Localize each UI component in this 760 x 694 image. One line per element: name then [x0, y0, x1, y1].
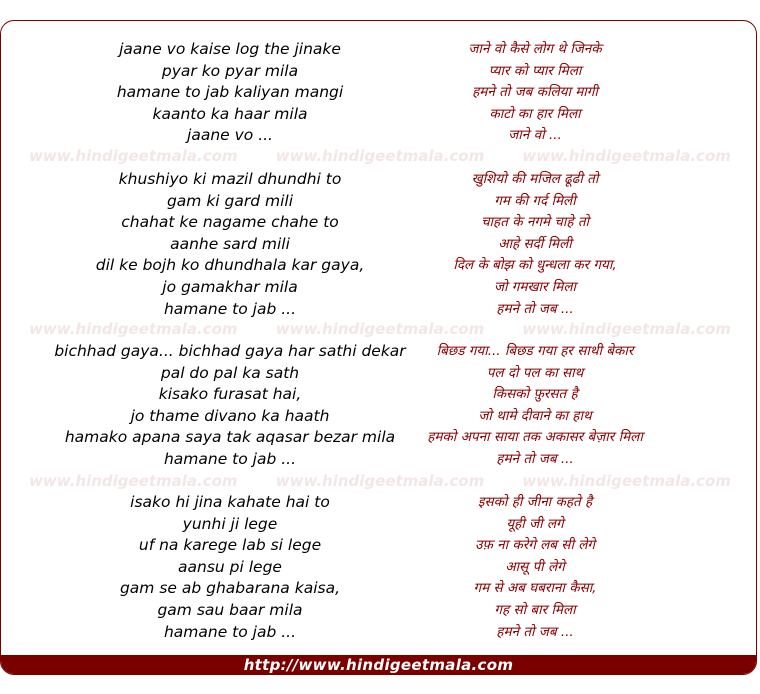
stanza-3-hindi: बिछड गया... बिछड गया हर साथी बेकार पल दो … [385, 341, 685, 471]
lyric-line-roman: hamane to jab ... [163, 622, 297, 641]
lyric-line-roman: khushiyo ki mazil dhundhi to [118, 170, 342, 188]
watermark: www.hindigeetmala.com [29, 320, 238, 338]
lyric-line-hindi: उफ़ ना करेगे लब सी लेगे [475, 537, 595, 554]
lyric-line-hindi: जाने वो कैसे लोग थे जिनके [468, 41, 602, 57]
watermark: www.hindigeetmala.com [29, 472, 238, 490]
watermark: www.hindigeetmala.com [522, 472, 731, 490]
lyric-line-roman: kaanto ka haar mila [152, 104, 308, 123]
lyric-line-roman: gam sau baar mila [157, 600, 303, 619]
lyric-line-hindi: खुशियो की मजिल ढूढी तो [471, 171, 599, 187]
stanza-3-roman: bichhad gaya... bichhad gaya har sathi d… [40, 341, 420, 471]
lyric-line-hindi: जो थामे दीवाने का हाथ [478, 407, 592, 424]
watermark: www.hindigeetmala.com [275, 147, 485, 165]
lyric-line-roman: pal do pal ka sath [160, 363, 300, 382]
watermark-row: www.hindigeetmala.com www.hindigeetmala.c… [0, 320, 760, 338]
stanza-1-hindi: जाने वो कैसे लोग थे जिनके प्यार को प्यार … [385, 39, 685, 147]
lyric-line-roman: uf na karege lab si lege [138, 536, 322, 555]
lyric-line-hindi: चाहत के नगमे चाहे तो [480, 214, 590, 231]
lyric-line-roman: jo thame divano ka haath [130, 406, 330, 425]
lyric-line-roman: aanhe sard mili [170, 234, 290, 253]
lyric-line-hindi: काटो का हार मिला [489, 105, 581, 122]
lyric-line-roman: gam ki gard mili [166, 191, 294, 210]
lyric-line-hindi: जाने वो ... [508, 127, 562, 144]
lyric-line-hindi: यूही जी लगे [506, 515, 564, 532]
lyric-line-roman: hamane to jab ... [163, 299, 297, 318]
lyric-line-roman: jaane vo ... [187, 126, 273, 145]
watermark-row: www.hindigeetmala.com www.hindigeetmala.c… [0, 472, 760, 490]
lyric-line-hindi: प्यार को प्यार मिला [488, 62, 582, 79]
lyric-line-hindi: गम से अब घबराना कैसा, [473, 580, 597, 597]
lyric-line-hindi: जो गमखार मिला [493, 278, 577, 295]
lyric-line-roman: hamane to jab ... [163, 449, 297, 468]
lyric-line-roman: isako hi jina kahate hai to [130, 493, 330, 511]
lyric-line-roman: gam se ab ghabarana kaisa, [119, 579, 341, 598]
lyric-line-roman: hamako apana saya tak aqasar bezar mila [64, 428, 396, 447]
watermark: www.hindigeetmala.com [275, 472, 485, 490]
lyric-line-roman: jo gamakhar mila [162, 277, 298, 296]
lyric-line-hindi: गह सो बार मिला [494, 601, 576, 618]
lyric-line-hindi: आहे सर्दी मिली [498, 235, 572, 252]
lyric-line-roman: hamane to jab kaliyan mangi [116, 83, 344, 102]
stanza-1-roman: jaane vo kaise log the jinake pyar ko pya… [40, 39, 420, 147]
lyric-line-hindi: हमको अपना साया तक अकासर बेज़ार मिला [427, 429, 643, 446]
lyric-line-roman: pyar ko pyar mila [161, 61, 299, 80]
watermark-row: www.hindigeetmala.com www.hindigeetmala.c… [0, 147, 760, 165]
lyric-line-hindi: आसू पी लेगे [505, 558, 565, 575]
footer-bar: http://www.hindigeetmala.com [1, 655, 756, 674]
lyric-line-roman: dil ke bojh ko dhundhala kar gaya, [95, 256, 365, 275]
watermark: www.hindigeetmala.com [29, 147, 238, 165]
lyric-line-hindi: हमने तो जब ... [496, 623, 574, 640]
lyric-line-hindi: गम की गर्द मिली [494, 192, 576, 209]
lyric-line-hindi: हमने तो जब ... [496, 300, 574, 317]
stanza-2-roman: khushiyo ki mazil dhundhi to gam ki gard … [40, 169, 420, 320]
lyric-line-roman: kisako furasat hai, [158, 385, 302, 404]
lyric-line-hindi: हमने तो जब कलिया मागी [472, 84, 598, 101]
lyric-line-roman: aansu pi lege [178, 557, 282, 576]
lyrics-frame: http://www.hindigeetmala.com [0, 20, 757, 675]
lyric-line-hindi: किसको फ़ुरसत है [492, 386, 578, 403]
lyric-line-hindi: दिल के बोझ को धुन्धला कर गया, [453, 257, 617, 274]
lyric-line-roman: yunhi ji lege [182, 514, 278, 533]
watermark: www.hindigeetmala.com [275, 320, 485, 338]
stanza-2-hindi: खुशियो की मजिल ढूढी तो गम की गर्द मिली चाह… [385, 169, 685, 320]
watermark: www.hindigeetmala.com [522, 320, 731, 338]
lyric-line-hindi: इसको ही जीना कहते है [477, 494, 593, 510]
watermark: www.hindigeetmala.com [522, 147, 731, 165]
stanza-4-roman: isako hi jina kahate hai to yunhi ji lege… [40, 492, 420, 643]
lyric-line-hindi: बिछड गया... बिछड गया हर साथी बेकार [436, 343, 634, 359]
lyric-line-roman: jaane vo kaise log the jinake [119, 40, 341, 58]
footer-url[interactable]: http://www.hindigeetmala.com [243, 655, 514, 674]
lyric-line-roman: chahat ke nagame chahe to [121, 213, 339, 232]
lyric-line-hindi: पल दो पल का साथ [486, 364, 584, 381]
lyric-line-roman: bichhad gaya... bichhad gaya har sathi d… [54, 342, 406, 360]
lyric-line-hindi: हमने तो जब ... [496, 450, 574, 467]
stanza-4-hindi: इसको ही जीना कहते है यूही जी लगे उफ़ ना कर… [385, 492, 685, 643]
